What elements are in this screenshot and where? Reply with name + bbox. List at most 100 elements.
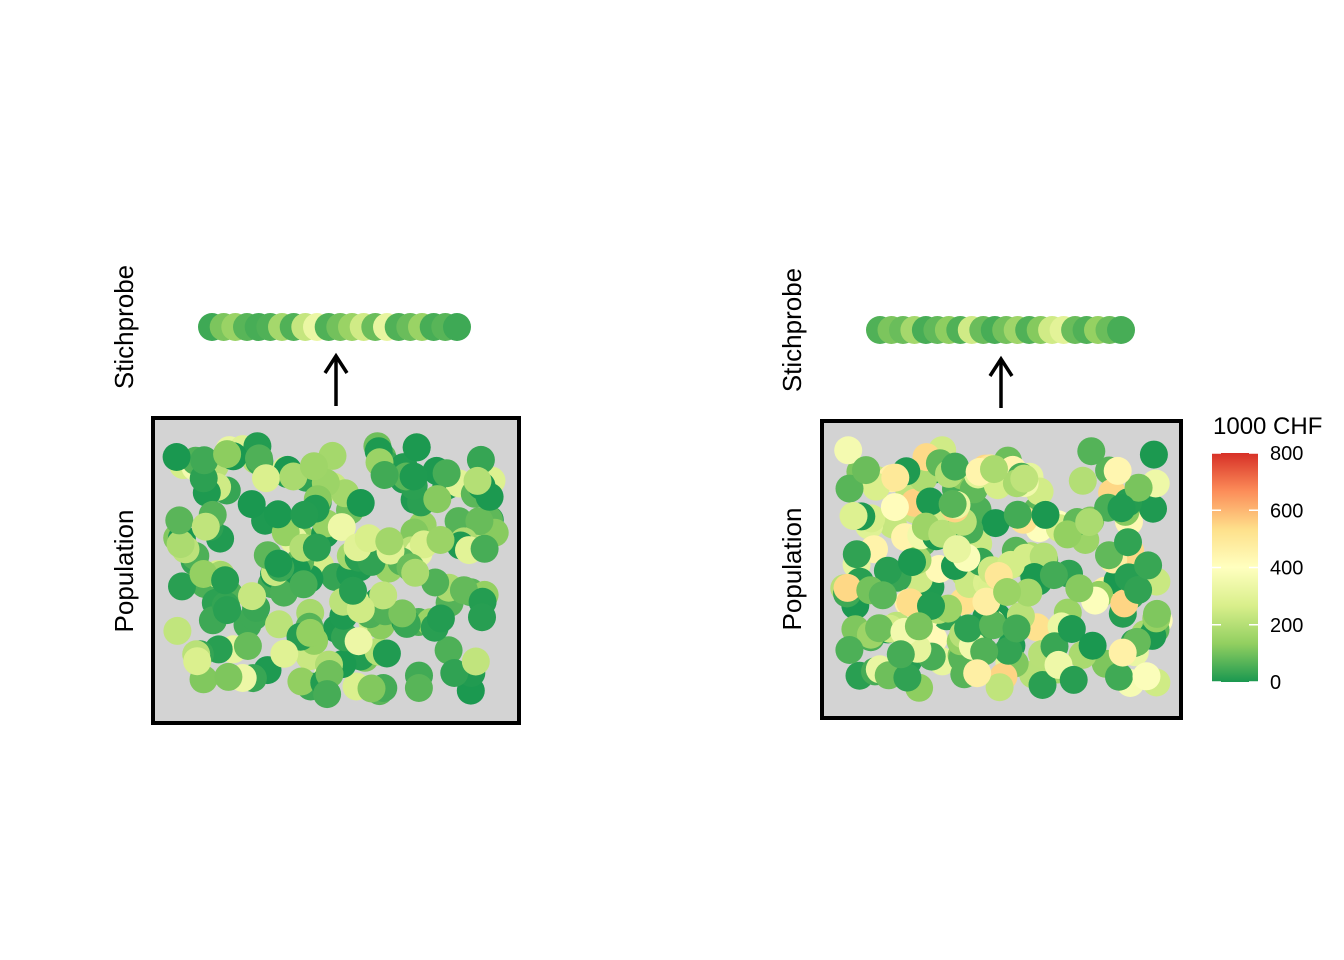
population-dot bbox=[426, 526, 455, 554]
arrow-up-icon bbox=[323, 352, 349, 406]
population-dot bbox=[1139, 440, 1168, 469]
population-dot bbox=[252, 464, 280, 493]
population-dot bbox=[1059, 665, 1088, 694]
population-dot bbox=[166, 530, 195, 559]
population-dot bbox=[979, 611, 1008, 640]
population-dot bbox=[865, 614, 894, 643]
population-dot bbox=[404, 674, 433, 702]
population-dot bbox=[981, 509, 1010, 538]
sample-dots-left bbox=[198, 313, 471, 341]
population-label-right: Population bbox=[777, 508, 807, 631]
population-dot bbox=[1039, 561, 1068, 590]
population-dot bbox=[214, 662, 243, 691]
color-legend: 1000 CHF 800 600 400 200 0 bbox=[1212, 413, 1322, 694]
sample-dots-right bbox=[866, 316, 1135, 344]
population-dot bbox=[432, 459, 461, 488]
population-dot bbox=[440, 659, 469, 687]
population-dot bbox=[1003, 500, 1032, 529]
population-dot bbox=[265, 610, 293, 639]
population-dot bbox=[1065, 574, 1094, 603]
population-dot bbox=[917, 592, 945, 620]
population-box-border-right bbox=[820, 419, 1183, 720]
population-dots-right bbox=[830, 436, 1173, 702]
population-box-border-left bbox=[151, 416, 521, 725]
population-dot bbox=[1068, 466, 1097, 495]
population-dot bbox=[1053, 520, 1082, 549]
population-dot bbox=[369, 581, 398, 610]
population-dot bbox=[893, 663, 922, 692]
population-dot bbox=[842, 540, 871, 569]
population-dot bbox=[1010, 464, 1039, 493]
population-dot bbox=[270, 639, 299, 668]
population-dots-left bbox=[162, 432, 509, 709]
population-dot bbox=[980, 455, 1008, 484]
arrow-up-icon bbox=[988, 355, 1014, 408]
population-dot bbox=[835, 636, 864, 664]
population-dot bbox=[264, 549, 293, 578]
population-dot bbox=[1078, 631, 1107, 660]
population-dot bbox=[299, 452, 328, 481]
population-dot bbox=[985, 673, 1014, 702]
population-dot bbox=[873, 556, 902, 585]
population-dot bbox=[346, 489, 375, 517]
legend-tick-label: 0 bbox=[1270, 672, 1281, 694]
population-dot bbox=[898, 548, 926, 577]
population-dot bbox=[162, 443, 191, 471]
population-dot bbox=[302, 533, 331, 562]
population-dot bbox=[354, 524, 383, 553]
population-dot bbox=[327, 513, 356, 542]
population-dot bbox=[839, 502, 868, 530]
population-dot bbox=[1139, 494, 1167, 523]
population-dot bbox=[238, 582, 266, 611]
sample-label-right: Stichprobe bbox=[777, 268, 807, 392]
population-dot bbox=[1108, 638, 1137, 667]
population-dot bbox=[287, 667, 316, 696]
population-dot bbox=[163, 616, 192, 645]
population-dot bbox=[1057, 615, 1086, 643]
population-dot bbox=[191, 512, 220, 541]
legend-tick-label: 800 bbox=[1270, 443, 1303, 465]
population-dot bbox=[401, 558, 430, 587]
population-dot bbox=[835, 474, 864, 503]
legend-tick-label: 400 bbox=[1270, 558, 1303, 580]
population-dot bbox=[881, 463, 910, 492]
population-dot bbox=[388, 599, 417, 628]
population-dot bbox=[916, 487, 945, 516]
population-dot bbox=[1031, 500, 1060, 529]
population-dot bbox=[183, 647, 212, 676]
population-dot bbox=[1002, 614, 1031, 643]
population-dot bbox=[993, 578, 1022, 606]
population-label-left: Population bbox=[109, 510, 139, 633]
population-dot bbox=[213, 440, 242, 469]
population-dot bbox=[434, 636, 463, 665]
legend-tick-label: 600 bbox=[1270, 500, 1303, 522]
population-dot bbox=[339, 576, 367, 605]
population-dot bbox=[941, 452, 969, 481]
population-dot bbox=[470, 534, 499, 563]
population-dot bbox=[1028, 671, 1057, 699]
population-dot bbox=[994, 636, 1023, 665]
sample-dot bbox=[443, 313, 471, 341]
population-dot bbox=[375, 527, 404, 556]
legend-title: 1000 CHF bbox=[1213, 413, 1322, 440]
population-dot bbox=[943, 535, 971, 564]
legend-ticks: 800 600 400 200 0 bbox=[1212, 443, 1303, 694]
population-dot bbox=[372, 639, 401, 668]
population-dot bbox=[1132, 662, 1161, 691]
population-dot bbox=[896, 588, 925, 617]
population-dot bbox=[313, 680, 342, 709]
panel-right: Stichprobe Population bbox=[777, 268, 1183, 720]
population-dot bbox=[370, 461, 399, 489]
population-dot bbox=[1143, 599, 1171, 628]
population-dot bbox=[1124, 576, 1153, 604]
population-dot bbox=[466, 445, 495, 474]
population-dot bbox=[289, 570, 318, 599]
population-dot bbox=[233, 632, 262, 660]
population-dot bbox=[461, 647, 490, 676]
population-dot bbox=[189, 560, 218, 588]
population-dot bbox=[1014, 578, 1043, 607]
population-dot bbox=[1107, 494, 1136, 523]
population-dot bbox=[468, 603, 496, 632]
population-dot bbox=[165, 506, 194, 535]
